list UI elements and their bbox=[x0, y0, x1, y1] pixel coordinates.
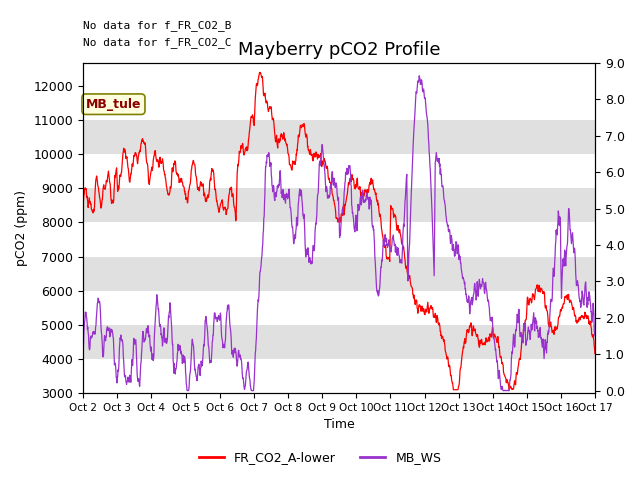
Legend: FR_CO2_A-lower, MB_WS: FR_CO2_A-lower, MB_WS bbox=[193, 446, 447, 469]
Bar bbox=[83, 120, 595, 154]
Bar bbox=[83, 256, 595, 291]
Y-axis label: pCO2 (ppm): pCO2 (ppm) bbox=[15, 190, 28, 266]
Text: No data for f_FR_CO2_C: No data for f_FR_CO2_C bbox=[83, 36, 232, 48]
Text: MB_tule: MB_tule bbox=[86, 98, 141, 111]
X-axis label: Time: Time bbox=[324, 419, 355, 432]
Text: No data for f_FR_CO2_B: No data for f_FR_CO2_B bbox=[83, 20, 232, 31]
Bar bbox=[83, 188, 595, 222]
Bar bbox=[83, 325, 595, 359]
Title: Mayberry pCO2 Profile: Mayberry pCO2 Profile bbox=[238, 41, 440, 59]
